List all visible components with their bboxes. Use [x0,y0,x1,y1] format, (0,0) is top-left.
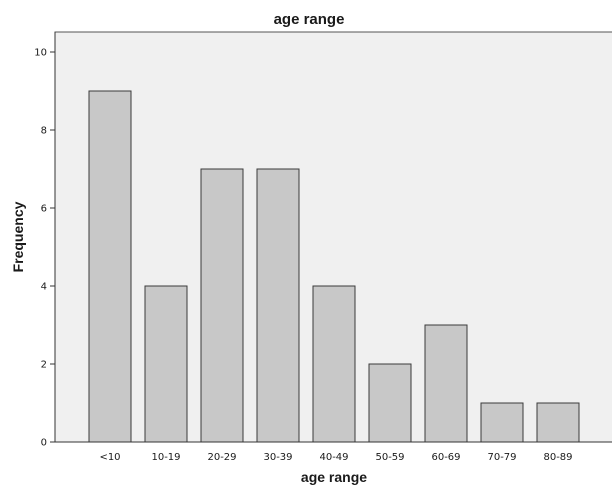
x-axis-title: age range [301,469,367,485]
x-axis-ticks: <10 10-19 20-29 30-39 40-49 50-59 60-69 70-79 80… [99,452,572,463]
bar-2 [201,169,243,442]
y-tick-label: 4 [41,282,47,293]
y-tick-label: 8 [41,126,47,137]
bar-5 [369,364,411,442]
bar-3 [257,169,299,442]
bar-1 [145,286,187,442]
bar-6 [425,325,467,442]
x-tick-label: 80-89 [543,452,572,463]
bar-0 [89,91,131,442]
x-tick-label: 10-19 [151,452,180,463]
x-tick-label: 20-29 [207,452,236,463]
y-tick-label: 10 [34,48,47,59]
y-tick-label: 2 [41,360,47,371]
y-tick-label: 0 [41,438,47,449]
x-tick-label: 60-69 [431,452,460,463]
bar-4 [313,286,355,442]
x-tick-label: 30-39 [263,452,292,463]
chart-title: age range [274,11,345,28]
x-tick-label: 40-49 [319,452,348,463]
y-axis-ticks: 0 2 4 6 8 10 [34,48,55,449]
y-axis-title: Frequency [10,201,26,272]
bar-7 [481,403,523,442]
bar-8 [537,403,579,442]
x-tick-label: 50-59 [375,452,404,463]
y-tick-label: 6 [41,204,47,215]
x-tick-label: <10 [99,452,120,463]
x-tick-label: 70-79 [487,452,516,463]
